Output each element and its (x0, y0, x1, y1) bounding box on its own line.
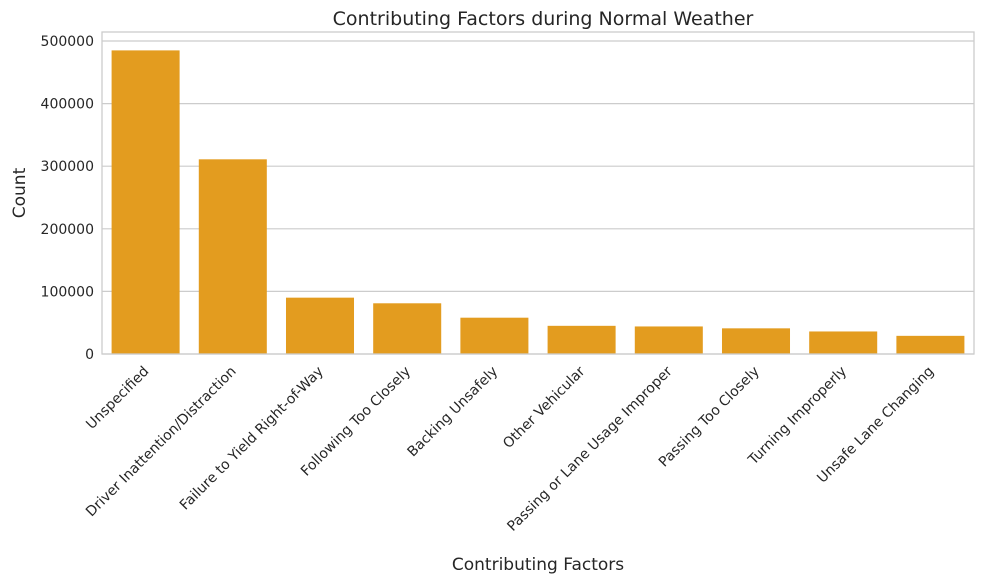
y-tick-label: 500000 (41, 34, 94, 50)
y-tick-label: 200000 (41, 222, 94, 238)
bar (634, 326, 703, 354)
x-tick-label: Driver Inattention/Distraction (83, 364, 240, 521)
bar (809, 331, 878, 354)
bar (460, 317, 529, 354)
bar (198, 159, 267, 354)
x-tick-label: Passing or Lane Usage Improper (504, 363, 675, 534)
bars (111, 50, 965, 354)
y-tick-label: 400000 (41, 97, 94, 113)
x-tick-label: Turning Improperly (745, 364, 850, 469)
y-axis-label: Count (10, 167, 30, 218)
bar (111, 50, 180, 354)
bar (285, 297, 355, 354)
x-tick-label: Failure to Yield Right-of-Way (177, 364, 327, 514)
bar (896, 335, 965, 354)
bar (373, 303, 442, 354)
x-axis-label: Contributing Factors (452, 555, 624, 575)
bar (547, 325, 616, 354)
x-tick-label: Other Vehicular (500, 363, 588, 451)
y-tick-labels: 0 100000 200000 300000 400000 500000 (41, 34, 94, 363)
y-tick-label: 300000 (41, 159, 94, 175)
x-tick-label: Backing Unsafely (404, 364, 501, 461)
x-tick-label: Unspecified (83, 364, 152, 433)
y-tick-label: 0 (85, 347, 94, 363)
bar (721, 328, 791, 354)
chart-title: Contributing Factors during Normal Weath… (333, 8, 754, 30)
plot-frame (101, 31, 975, 355)
y-tick-label: 100000 (41, 284, 94, 300)
